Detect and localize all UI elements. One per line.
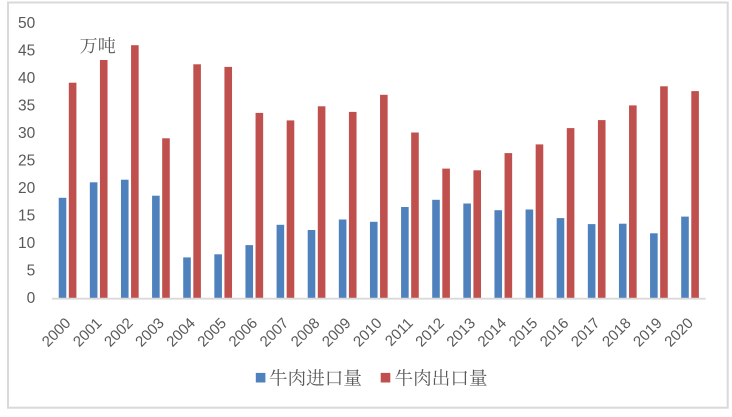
svg-text:30: 30 bbox=[18, 125, 36, 142]
svg-text:20: 20 bbox=[18, 180, 36, 197]
svg-text:10: 10 bbox=[18, 235, 36, 252]
svg-text:5: 5 bbox=[27, 263, 36, 280]
svg-text:45: 45 bbox=[18, 43, 35, 60]
svg-text:40: 40 bbox=[18, 70, 36, 87]
svg-text:25: 25 bbox=[18, 153, 35, 170]
svg-text:0: 0 bbox=[27, 290, 36, 307]
svg-text:50: 50 bbox=[18, 15, 36, 32]
svg-text:15: 15 bbox=[18, 208, 35, 225]
svg-text:35: 35 bbox=[18, 98, 35, 115]
